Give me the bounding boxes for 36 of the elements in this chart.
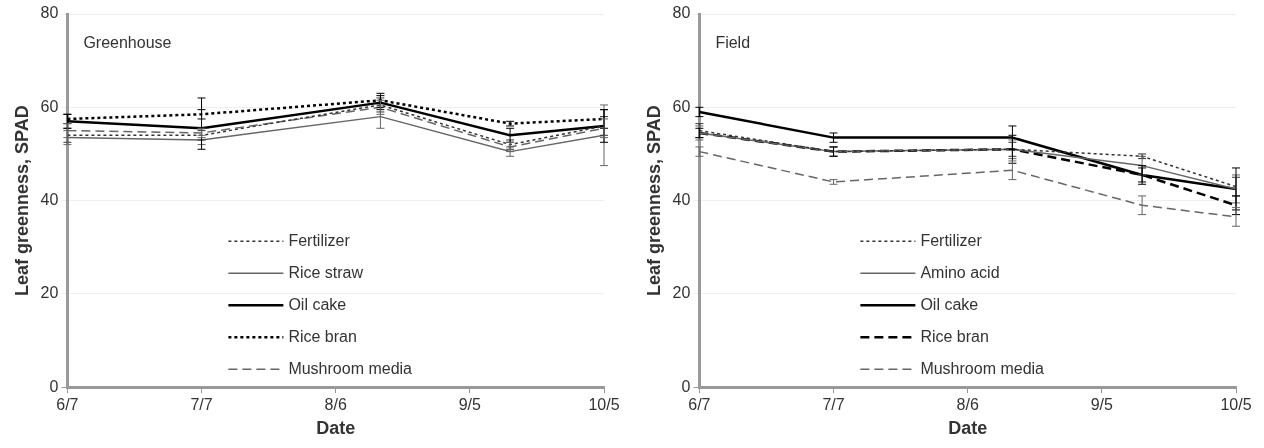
y-tick-label: 80 [672,4,691,22]
y-tick-label: 60 [672,97,691,115]
x-tick-label: 7/7 [190,396,213,414]
y-tick-label: 60 [40,97,59,115]
legend-label: Oil cake [288,295,347,313]
y-tick-label: 20 [672,284,691,302]
text: Greenhouse [83,34,172,52]
legend-label: Oil cake [920,295,979,313]
x-tick-label: 10/5 [588,396,620,414]
legend-label: Rice bran [920,327,989,345]
x-tick-label: 10/5 [1220,396,1252,414]
legend-label: Fertilizer [920,231,983,249]
x-tick-label: 6/7 [56,396,79,414]
legend-label: Rice straw [288,263,364,281]
x-tick-label: 9/5 [1090,396,1114,414]
text: Field [715,34,751,52]
legend-label: Amino acid [920,263,1000,281]
x-tick-label: 7/7 [822,396,845,414]
legend-label: Mushroom media [288,359,413,377]
x-tick-label: 8/6 [956,396,979,414]
legend-label: Fertilizer [288,231,351,249]
x-tick-label: 8/6 [324,396,347,414]
x-tick-label: 9/5 [458,396,482,414]
y-tick-label: 40 [40,191,59,209]
y-tick-label: 40 [672,191,691,209]
y-axis-title: Leaf greenness, SPAD [11,105,32,296]
x-axis-title: Date [316,418,356,439]
y-axis-title: Leaf greenness, SPAD [643,105,664,296]
y-tick-label: 0 [49,377,59,395]
legend-label: Rice bran [288,327,357,345]
x-tick-label: 6/7 [688,396,711,414]
legend-label: Mushroom media [920,359,1045,377]
y-tick-label: 80 [40,4,59,22]
y-tick-label: 20 [40,284,59,302]
x-axis-title: Date [948,418,988,439]
y-tick-label: 0 [681,377,691,395]
